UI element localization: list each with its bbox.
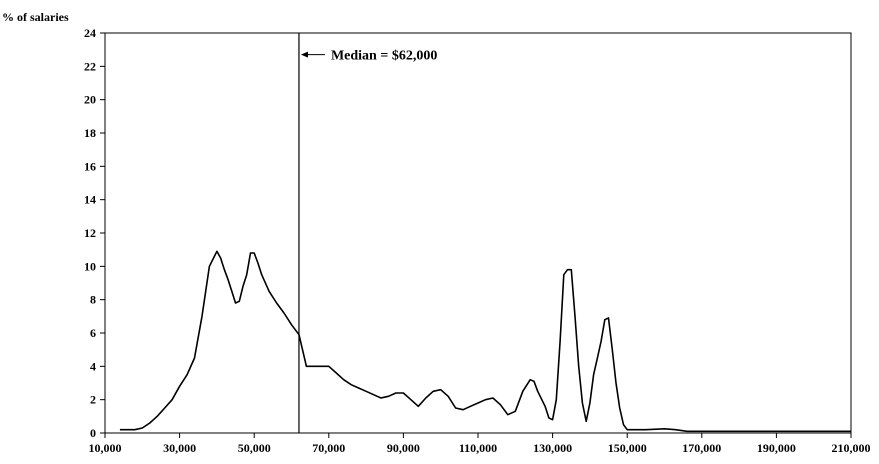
x-tick-label: 90,000 [387, 441, 420, 455]
y-tick-label: 2 [90, 393, 96, 407]
y-tick-label: 22 [84, 59, 96, 73]
x-tick-label: 70,000 [312, 441, 345, 455]
y-axis-label: % of salaries [2, 10, 69, 24]
y-tick-label: 24 [84, 26, 96, 40]
x-tick-label: 130,000 [533, 441, 572, 455]
median-annotation-label: Median = $62,000 [331, 49, 437, 64]
y-tick-label: 16 [84, 159, 96, 173]
y-tick-label: 6 [90, 326, 96, 340]
x-tick-label: 150,000 [608, 441, 647, 455]
y-tick-label: 20 [84, 93, 96, 107]
x-tick-label: 110,000 [459, 441, 497, 455]
y-tick-label: 4 [90, 359, 96, 373]
y-tick-label: 8 [90, 293, 96, 307]
y-tick-label: 12 [84, 226, 96, 240]
median-arrow-head [300, 51, 308, 58]
axes [104, 32, 852, 434]
x-tick-label: 30,000 [163, 441, 196, 455]
annotations: Median = $62,000 [298, 33, 437, 433]
series-line [119, 250, 851, 433]
x-axis-ticks: 10,000 30,000 50,000 70,000 90,000 110,000 130… [89, 433, 871, 455]
y-tick-label: 0 [90, 426, 96, 440]
x-tick-label: 170,000 [682, 441, 721, 455]
plot-frame [104, 32, 852, 434]
x-tick-label: 10,000 [89, 441, 122, 455]
y-tick-label: 18 [84, 126, 96, 140]
x-tick-label: 50,000 [238, 441, 271, 455]
x-tick-label: 210,000 [832, 441, 871, 455]
y-tick-label: 14 [84, 193, 96, 207]
series-group [119, 250, 851, 433]
x-tick-label: 190,000 [757, 441, 796, 455]
y-tick-label: 10 [84, 259, 96, 273]
